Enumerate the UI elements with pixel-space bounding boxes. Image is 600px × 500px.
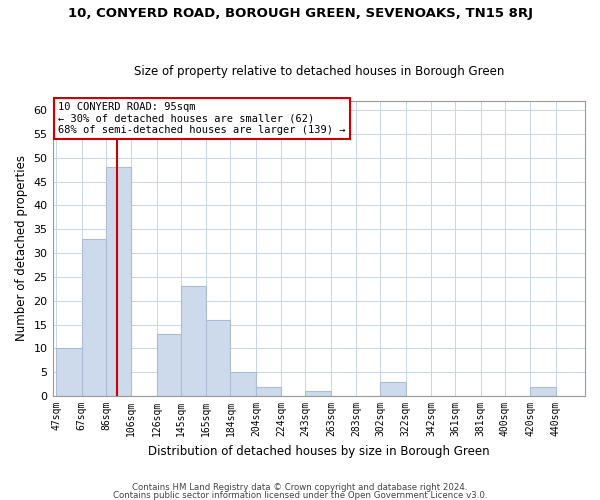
Y-axis label: Number of detached properties: Number of detached properties [15, 156, 28, 342]
Bar [530, 386, 556, 396]
Bar [230, 372, 256, 396]
X-axis label: Distribution of detached houses by size in Borough Green: Distribution of detached houses by size … [148, 444, 490, 458]
Text: Contains HM Land Registry data © Crown copyright and database right 2024.: Contains HM Land Registry data © Crown c… [132, 484, 468, 492]
Bar [206, 320, 230, 396]
Text: 10, CONYERD ROAD, BOROUGH GREEN, SEVENOAKS, TN15 8RJ: 10, CONYERD ROAD, BOROUGH GREEN, SEVENOA… [67, 8, 533, 20]
Bar [181, 286, 206, 396]
Bar [157, 334, 181, 396]
Bar [256, 386, 281, 396]
Bar [82, 238, 106, 396]
Bar [305, 392, 331, 396]
Bar [106, 167, 131, 396]
Title: Size of property relative to detached houses in Borough Green: Size of property relative to detached ho… [134, 66, 504, 78]
Text: 10 CONYERD ROAD: 95sqm
← 30% of detached houses are smaller (62)
68% of semi-det: 10 CONYERD ROAD: 95sqm ← 30% of detached… [58, 102, 346, 135]
Bar [380, 382, 406, 396]
Text: Contains public sector information licensed under the Open Government Licence v3: Contains public sector information licen… [113, 490, 487, 500]
Bar [56, 348, 82, 396]
